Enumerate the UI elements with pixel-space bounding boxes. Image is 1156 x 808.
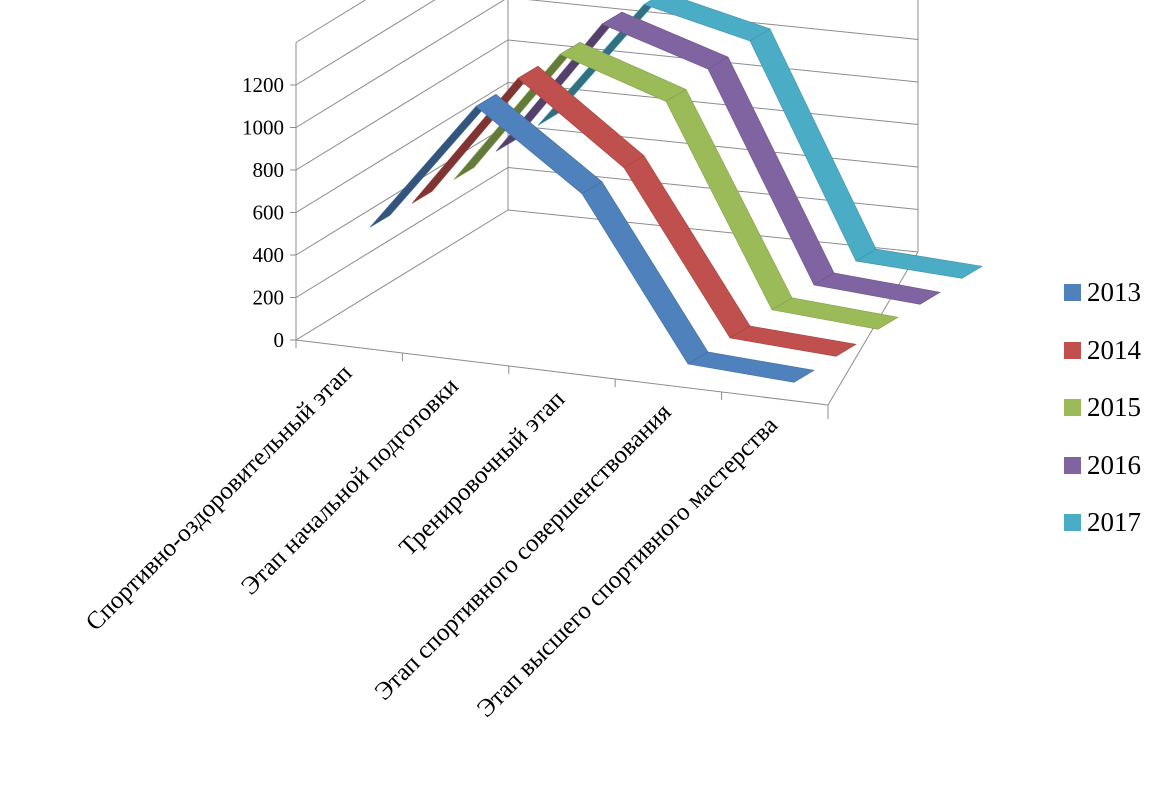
y-tick-label: 600: [253, 201, 285, 225]
legend-swatch: [1064, 341, 1081, 359]
legend-label: 2013: [1087, 277, 1141, 308]
x-category-label: Спортивно-оздоровительный этап: [81, 360, 358, 637]
y-tick-label: 1000: [242, 116, 284, 140]
x-axis: [295, 339, 829, 406]
series-ribbons: [369, 0, 983, 383]
legend-label: 2017: [1087, 507, 1141, 538]
y-tick-labels: 0 200 400 600 800 1000 1200: [242, 73, 284, 352]
y-tick-label: 1200: [242, 73, 284, 97]
x-category-label: Этап начальной подготовки: [236, 373, 464, 601]
legend-item: 2014: [1064, 322, 1141, 380]
gridline: [290, 0, 436, 86]
ribbon-segment: [729, 325, 857, 357]
gridlines: [290, 0, 919, 341]
legend: 2013 2014 2015 2016 2017: [1064, 264, 1141, 552]
legend-item: 2017: [1064, 494, 1141, 552]
legend-label: 2016: [1087, 449, 1141, 480]
ribbon-segment: [813, 272, 941, 305]
legend-swatch: [1064, 456, 1081, 474]
y-tick-label: 200: [253, 286, 285, 310]
ribbon-segment: [771, 297, 899, 330]
ribbon-segment: [687, 351, 815, 383]
series-ribbon-2016: [495, 11, 941, 305]
gridline: [290, 81, 919, 213]
gridline: [290, 209, 919, 341]
y-tick-label: 0: [274, 328, 285, 352]
y-tick-label: 400: [253, 243, 285, 267]
series-ribbon-2014: [411, 65, 857, 357]
legend-swatch: [1064, 284, 1081, 302]
legend-item: 2015: [1064, 379, 1141, 437]
ribbon-segment: [855, 248, 983, 279]
legend-label: 2014: [1087, 334, 1141, 365]
legend-swatch: [1064, 399, 1081, 417]
axes: [295, 0, 919, 419]
legend-label: 2015: [1087, 392, 1141, 423]
legend-swatch: [1064, 514, 1081, 532]
series-ribbon-2013: [369, 94, 815, 383]
y-tick-label: 800: [253, 158, 285, 182]
legend-item: 2016: [1064, 437, 1141, 495]
legend-item: 2013: [1064, 264, 1141, 322]
